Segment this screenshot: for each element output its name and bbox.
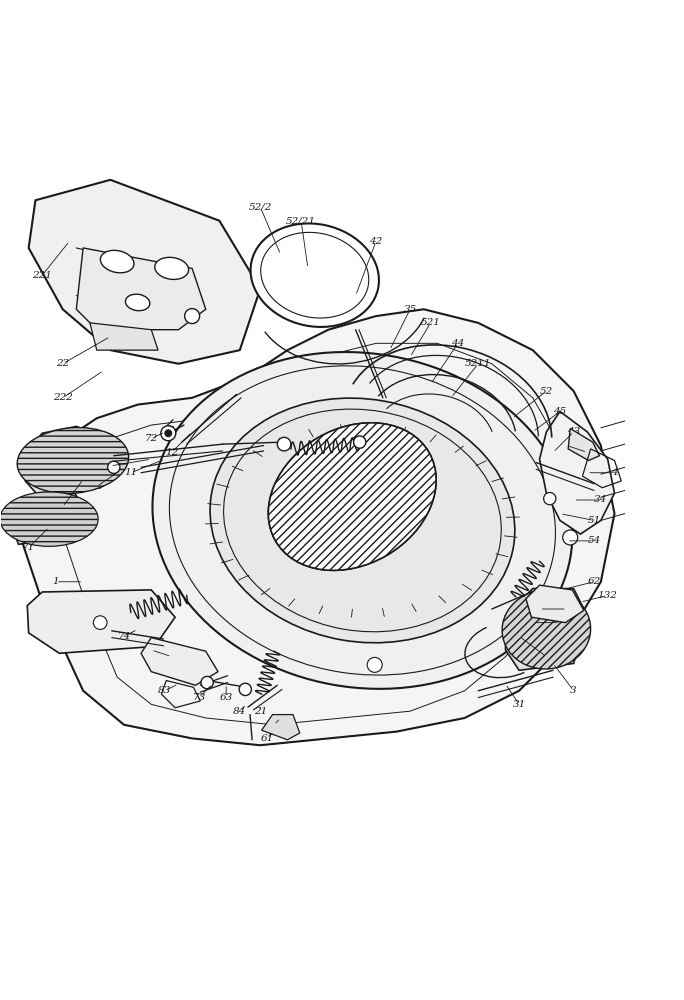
Polygon shape — [505, 589, 588, 670]
Text: 6: 6 — [271, 720, 277, 729]
Text: 73: 73 — [192, 693, 206, 702]
Circle shape — [544, 493, 556, 505]
Circle shape — [201, 676, 213, 689]
Polygon shape — [22, 309, 614, 745]
Polygon shape — [27, 590, 175, 653]
Polygon shape — [261, 715, 300, 740]
Text: 31: 31 — [512, 700, 526, 709]
Text: 72: 72 — [144, 434, 158, 443]
Circle shape — [354, 436, 366, 448]
Text: 2: 2 — [107, 461, 114, 470]
Polygon shape — [568, 428, 599, 460]
Text: 44: 44 — [451, 339, 464, 348]
Text: 32: 32 — [90, 482, 103, 491]
Text: 84: 84 — [233, 707, 246, 716]
Circle shape — [107, 461, 120, 473]
Circle shape — [367, 657, 382, 672]
Text: 61: 61 — [261, 734, 274, 743]
Ellipse shape — [250, 223, 379, 327]
Circle shape — [185, 309, 200, 324]
Polygon shape — [77, 248, 206, 330]
Text: 8: 8 — [148, 645, 155, 654]
Text: 132: 132 — [598, 591, 618, 600]
Text: 42: 42 — [369, 237, 382, 246]
Text: 521: 521 — [421, 318, 440, 327]
Ellipse shape — [155, 257, 189, 279]
Text: 11: 11 — [124, 468, 137, 477]
Circle shape — [161, 426, 176, 441]
Circle shape — [239, 683, 252, 696]
Text: 51: 51 — [588, 516, 601, 525]
Text: 74: 74 — [118, 632, 131, 641]
Text: 21: 21 — [254, 707, 267, 716]
Ellipse shape — [502, 590, 590, 669]
Text: 43: 43 — [567, 427, 580, 436]
Polygon shape — [141, 638, 218, 685]
Text: 36: 36 — [540, 652, 553, 661]
Text: 5211: 5211 — [465, 359, 492, 368]
Polygon shape — [29, 180, 260, 364]
Polygon shape — [90, 323, 158, 350]
Ellipse shape — [0, 492, 98, 546]
Text: 35: 35 — [404, 305, 417, 314]
Text: 62: 62 — [588, 577, 601, 586]
Circle shape — [93, 616, 107, 629]
Text: 5: 5 — [557, 618, 564, 627]
Text: 1: 1 — [53, 577, 60, 586]
Text: 3: 3 — [570, 686, 577, 695]
Text: 52/2: 52/2 — [248, 203, 272, 212]
Text: 41: 41 — [581, 448, 594, 457]
Text: 4: 4 — [611, 468, 618, 477]
Text: 83: 83 — [158, 686, 172, 695]
Ellipse shape — [153, 352, 573, 689]
Text: 71: 71 — [22, 543, 36, 552]
Text: 45: 45 — [553, 407, 566, 416]
Ellipse shape — [268, 423, 436, 570]
Ellipse shape — [125, 294, 150, 311]
Ellipse shape — [210, 398, 515, 643]
Circle shape — [165, 430, 172, 437]
Ellipse shape — [101, 250, 134, 273]
Text: 222: 222 — [53, 393, 73, 402]
Text: 12: 12 — [165, 448, 179, 457]
Circle shape — [277, 437, 291, 451]
Polygon shape — [540, 411, 614, 534]
Text: 221: 221 — [32, 271, 52, 280]
Text: 52: 52 — [540, 387, 553, 396]
Polygon shape — [526, 585, 584, 623]
Polygon shape — [25, 426, 117, 500]
Polygon shape — [14, 493, 87, 544]
Text: 7: 7 — [60, 502, 66, 511]
Text: 52/21: 52/21 — [286, 216, 316, 225]
Circle shape — [563, 530, 578, 545]
Text: 34: 34 — [594, 495, 607, 504]
Ellipse shape — [268, 423, 436, 570]
Ellipse shape — [17, 428, 129, 493]
Text: 54: 54 — [588, 536, 601, 545]
Text: 53: 53 — [560, 604, 573, 613]
Text: 63: 63 — [220, 693, 233, 702]
Text: 22: 22 — [56, 359, 69, 368]
